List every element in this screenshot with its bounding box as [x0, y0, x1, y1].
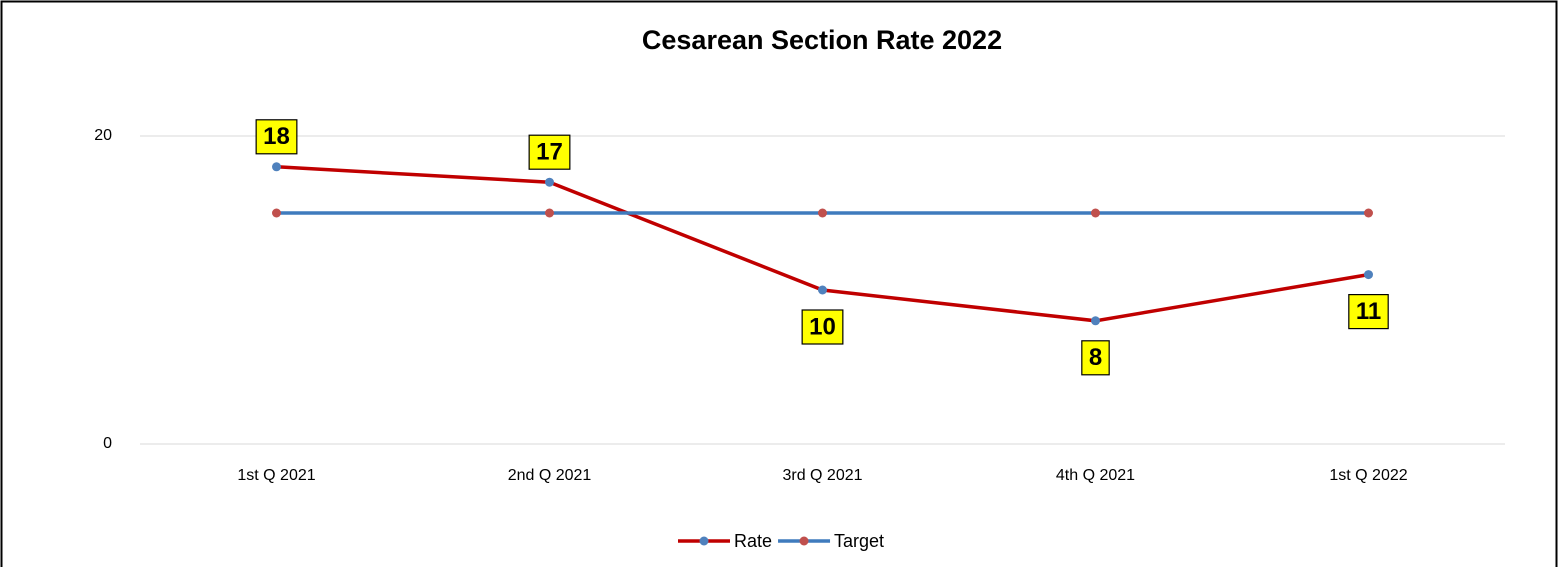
x-tick-label: 1st Q 2022 — [1329, 467, 1407, 484]
point-marker — [1091, 208, 1100, 218]
y-tick-label: 20 — [94, 127, 112, 144]
data-label-box — [801, 309, 844, 345]
y-tick-label: 0 — [103, 435, 112, 452]
data-label-text: 11 — [1356, 298, 1381, 325]
data-label: 17 — [528, 134, 571, 170]
point-marker — [1091, 316, 1100, 326]
point-marker — [272, 208, 281, 218]
point-marker — [818, 208, 827, 218]
chart-title: Cesarean Section Rate 2022 — [642, 25, 1002, 55]
x-tick-label: 1st Q 2021 — [237, 467, 315, 484]
data-label-box — [255, 119, 298, 155]
data-label-text: 17 — [536, 139, 563, 166]
point-marker — [272, 162, 281, 172]
data-label: 8 — [1081, 340, 1110, 376]
point-marker — [1364, 208, 1373, 218]
x-tick-label: 4th Q 2021 — [1056, 467, 1135, 484]
data-label-box — [528, 134, 571, 170]
data-label: 11 — [1348, 294, 1389, 330]
legend-marker — [699, 536, 709, 546]
data-label-text: 10 — [809, 313, 836, 340]
data-label: 10 — [801, 309, 844, 345]
point-marker — [545, 208, 554, 218]
data-label: 18 — [255, 119, 298, 155]
legend-marker — [799, 536, 809, 546]
data-label-box — [1348, 294, 1389, 330]
x-tick-label: 2nd Q 2021 — [508, 467, 592, 484]
legend-label: Rate — [734, 531, 772, 551]
x-tick-label: 3rd Q 2021 — [782, 467, 862, 484]
point-marker — [818, 285, 827, 295]
point-marker — [1364, 270, 1373, 280]
data-label-text: 18 — [263, 123, 290, 150]
data-label-box — [1081, 340, 1110, 376]
point-marker — [545, 177, 554, 187]
data-label-text: 8 — [1089, 344, 1102, 371]
legend-label: Target — [834, 531, 884, 551]
